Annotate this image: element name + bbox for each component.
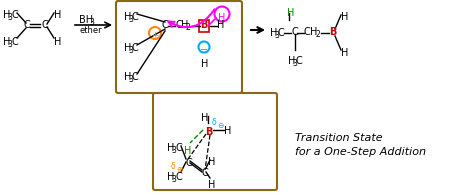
- Text: H: H: [288, 56, 295, 66]
- Text: H: H: [201, 59, 208, 69]
- Text: H: H: [201, 113, 209, 123]
- Text: H: H: [3, 10, 10, 20]
- Text: C: C: [11, 10, 18, 20]
- Text: H: H: [270, 28, 277, 38]
- Text: H: H: [167, 172, 174, 182]
- Text: BH: BH: [79, 15, 93, 25]
- Text: H: H: [224, 126, 231, 136]
- Text: C: C: [132, 43, 139, 53]
- Text: H: H: [208, 180, 215, 190]
- Text: 3: 3: [128, 46, 133, 55]
- Text: B: B: [205, 127, 213, 137]
- Text: C: C: [175, 20, 182, 30]
- Text: H: H: [54, 37, 61, 47]
- Text: H: H: [287, 8, 294, 18]
- Text: B: B: [329, 27, 336, 37]
- Text: C: C: [132, 12, 139, 22]
- Text: H: H: [54, 10, 61, 20]
- Text: C: C: [175, 143, 182, 153]
- Text: ⊕: ⊕: [176, 165, 182, 174]
- Text: C: C: [132, 72, 139, 82]
- Text: ⊖: ⊖: [217, 121, 223, 130]
- Text: B: B: [200, 20, 207, 30]
- Text: for a One-Step Addition: for a One-Step Addition: [295, 147, 426, 157]
- Text: Transition State: Transition State: [295, 133, 383, 143]
- Text: 3: 3: [89, 18, 94, 27]
- Text: 3: 3: [128, 15, 133, 24]
- Text: H: H: [124, 43, 131, 53]
- Text: +: +: [151, 32, 159, 41]
- Text: 3: 3: [7, 13, 12, 22]
- Text: H: H: [310, 27, 317, 37]
- Text: C: C: [41, 20, 48, 30]
- Text: H: H: [124, 12, 131, 22]
- Text: C: C: [24, 20, 31, 30]
- Bar: [199, 20, 209, 32]
- Text: 3: 3: [128, 75, 133, 84]
- Text: H: H: [3, 37, 10, 47]
- Text: 3: 3: [274, 31, 279, 40]
- Text: δ: δ: [212, 118, 217, 127]
- Text: H: H: [341, 48, 348, 58]
- Text: H: H: [217, 20, 225, 30]
- Text: C: C: [278, 28, 285, 38]
- Text: H: H: [341, 12, 348, 22]
- Text: C: C: [185, 158, 192, 168]
- Text: C: C: [11, 37, 18, 47]
- Text: H: H: [184, 146, 191, 156]
- Text: 3: 3: [171, 175, 176, 184]
- Text: 2: 2: [186, 23, 191, 32]
- Text: C: C: [202, 168, 209, 178]
- Text: C: C: [304, 27, 311, 37]
- Text: H: H: [181, 20, 188, 30]
- Text: 3: 3: [7, 40, 12, 49]
- Text: C: C: [291, 27, 298, 37]
- Text: −: −: [200, 45, 208, 55]
- Text: H: H: [124, 72, 131, 82]
- Text: H: H: [219, 13, 226, 23]
- Text: 3: 3: [171, 146, 176, 155]
- Text: 3: 3: [292, 59, 297, 68]
- Text: C: C: [162, 20, 169, 30]
- Text: δ: δ: [171, 162, 176, 171]
- Text: C: C: [296, 56, 303, 66]
- Text: ether: ether: [79, 26, 102, 35]
- Text: H: H: [208, 157, 215, 167]
- Text: 2: 2: [315, 30, 320, 39]
- Text: H: H: [167, 143, 174, 153]
- Text: C: C: [175, 172, 182, 182]
